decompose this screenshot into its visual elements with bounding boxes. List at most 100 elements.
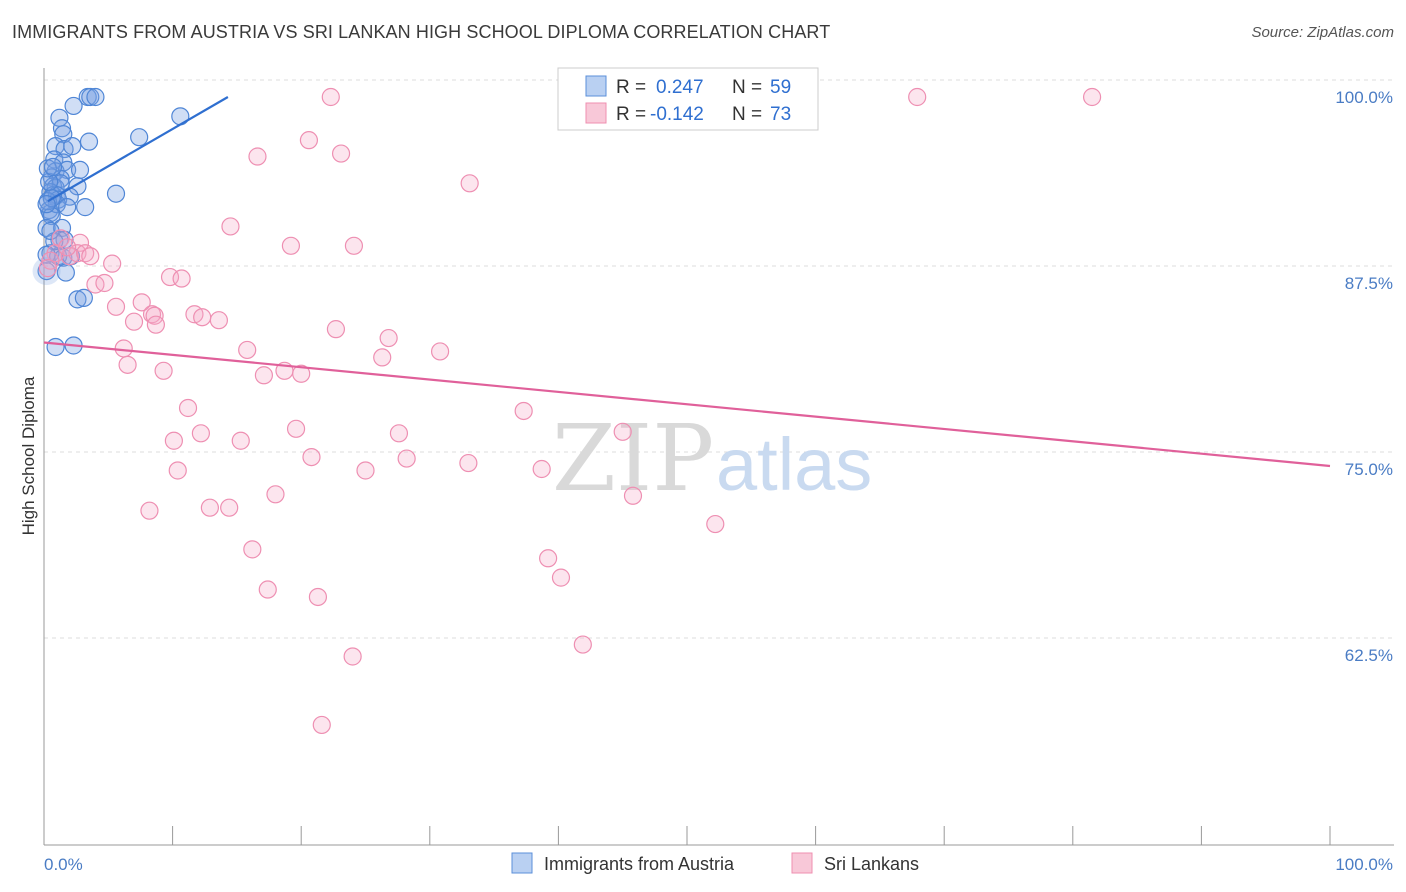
point-srilankan-67 (573, 635, 592, 654)
point-srilankan-40 (254, 366, 274, 385)
point-srilankan-5 (248, 147, 267, 166)
point-srilankan-57 (623, 486, 643, 505)
legend-swatch-srilankan (585, 102, 607, 124)
point-austria-11 (79, 132, 99, 151)
point-austria-58 (43, 157, 63, 177)
point-srilankan-19 (172, 269, 191, 288)
point-srilankan-54 (356, 461, 375, 480)
point-srilankan-48 (164, 431, 183, 450)
point-austria-12 (63, 137, 82, 156)
y-axis-label: High School Diploma (19, 376, 38, 535)
point-srilankan-28 (124, 312, 144, 331)
legend-r-value-srilankan: -0.142 (650, 104, 704, 125)
series-legend: Immigrants from Austria Sri Lankans (511, 852, 919, 874)
point-austria-45 (74, 288, 93, 307)
point-srilankan-41 (292, 364, 311, 383)
point-srilankan-2 (1082, 87, 1102, 107)
point-austria-17 (70, 160, 90, 180)
legend-n-label-austria: N = (732, 77, 762, 98)
source-label: Source: ZipAtlas.com (1251, 24, 1394, 41)
point-srilankan-31 (326, 320, 346, 339)
point-srilankan-62 (243, 540, 262, 559)
point-srilankan-71 (58, 238, 77, 257)
point-srilankan-20 (86, 275, 105, 294)
y-tick-label-3: 62.5% (1345, 646, 1393, 665)
point-srilankan-21 (95, 273, 114, 293)
point-srilankan-4 (331, 144, 351, 163)
point-srilankan-33 (114, 339, 133, 358)
point-srilankan-60 (220, 498, 239, 517)
legend-r-label-srilankan: R = (616, 104, 646, 125)
point-srilankan-49 (231, 431, 250, 450)
point-srilankan-15 (76, 244, 95, 263)
point-srilankan-58 (140, 501, 159, 520)
trend-line-austria (47, 96, 229, 203)
legend-swatch-austria (585, 75, 607, 97)
x-tick-label-min: 0.0% (44, 855, 83, 874)
point-austria-2 (86, 87, 105, 107)
point-srilankan-43 (514, 401, 533, 421)
y-tick-labels: 100.0% 87.5% 75.0% 62.5% (1335, 88, 1393, 665)
point-srilankan-29 (146, 315, 165, 334)
legend-r-label-austria: R = (616, 77, 646, 98)
point-srilankan-23 (106, 297, 126, 316)
y-tick-label-0: 100.0% (1335, 88, 1393, 107)
point-srilankan-3 (299, 131, 319, 150)
point-srilankan-34 (238, 340, 257, 360)
point-austria-51 (40, 172, 59, 191)
point-austria-7 (130, 128, 149, 147)
point-austria-57 (41, 221, 60, 241)
y-tick-label-2: 75.0% (1345, 460, 1393, 479)
stats-legend: R = 0.247 N = 59 R = -0.142 N = 73 (557, 67, 819, 131)
watermark-zip: ZIP (552, 405, 714, 512)
point-austria-33 (58, 198, 77, 217)
bottom-legend-swatch-srilankan (791, 852, 813, 874)
x-tick-label-max: 100.0% (1335, 855, 1393, 874)
point-srilankan-68 (343, 647, 362, 666)
watermark-atlas: atlas (716, 423, 872, 506)
point-srilankan-42 (178, 398, 198, 418)
point-srilankan-52 (459, 453, 478, 473)
point-austria-35 (42, 206, 61, 226)
point-austria-31 (41, 203, 60, 223)
point-srilankan-66 (308, 587, 328, 607)
point-srilankan-9 (344, 236, 364, 255)
point-austria-46 (46, 337, 65, 357)
bottom-legend-swatch-austria (511, 852, 533, 874)
point-srilankan-38 (154, 361, 173, 380)
point-srilankan-8 (281, 236, 301, 255)
legend-n-label-srilankan: N = (732, 104, 762, 125)
point-srilankan-65 (258, 580, 277, 599)
legend-n-value-srilankan: 73 (770, 104, 791, 125)
series-srilankan-points (38, 87, 1102, 735)
trend-lines (43, 96, 1331, 468)
trend-line-srilankan (43, 341, 1331, 468)
point-srilankan-0 (321, 87, 340, 107)
point-srilankan-46 (389, 424, 409, 443)
point-austria-cluster (32, 257, 61, 286)
point-srilankan-72 (38, 259, 57, 278)
point-austria-34 (76, 198, 95, 217)
legend-n-value-austria: 59 (770, 77, 791, 98)
point-srilankan-59 (200, 498, 219, 517)
point-srilankan-55 (532, 459, 551, 479)
point-srilankan-50 (302, 447, 321, 467)
point-austria-1 (81, 87, 100, 107)
point-austria-5 (52, 119, 72, 138)
point-srilankan-1 (908, 87, 927, 107)
point-srilankan-45 (191, 424, 210, 443)
point-srilankan-63 (539, 549, 558, 568)
point-srilankan-22 (132, 293, 151, 312)
point-srilankan-70 (41, 251, 60, 270)
point-srilankan-30 (209, 311, 228, 330)
point-srilankan-26 (193, 308, 212, 327)
point-austria-44 (68, 290, 87, 309)
chart-title: IMMIGRANTS FROM AUSTRIA VS SRI LANKAN HI… (12, 22, 831, 42)
point-srilankan-64 (551, 568, 571, 587)
x-ticks (43, 826, 1331, 845)
point-srilankan-61 (706, 514, 725, 534)
bottom-legend-label-srilankan: Sri Lankans (824, 854, 919, 874)
point-srilankan-32 (379, 328, 398, 348)
point-srilankan-69 (312, 715, 331, 735)
point-austria-3 (64, 96, 83, 116)
